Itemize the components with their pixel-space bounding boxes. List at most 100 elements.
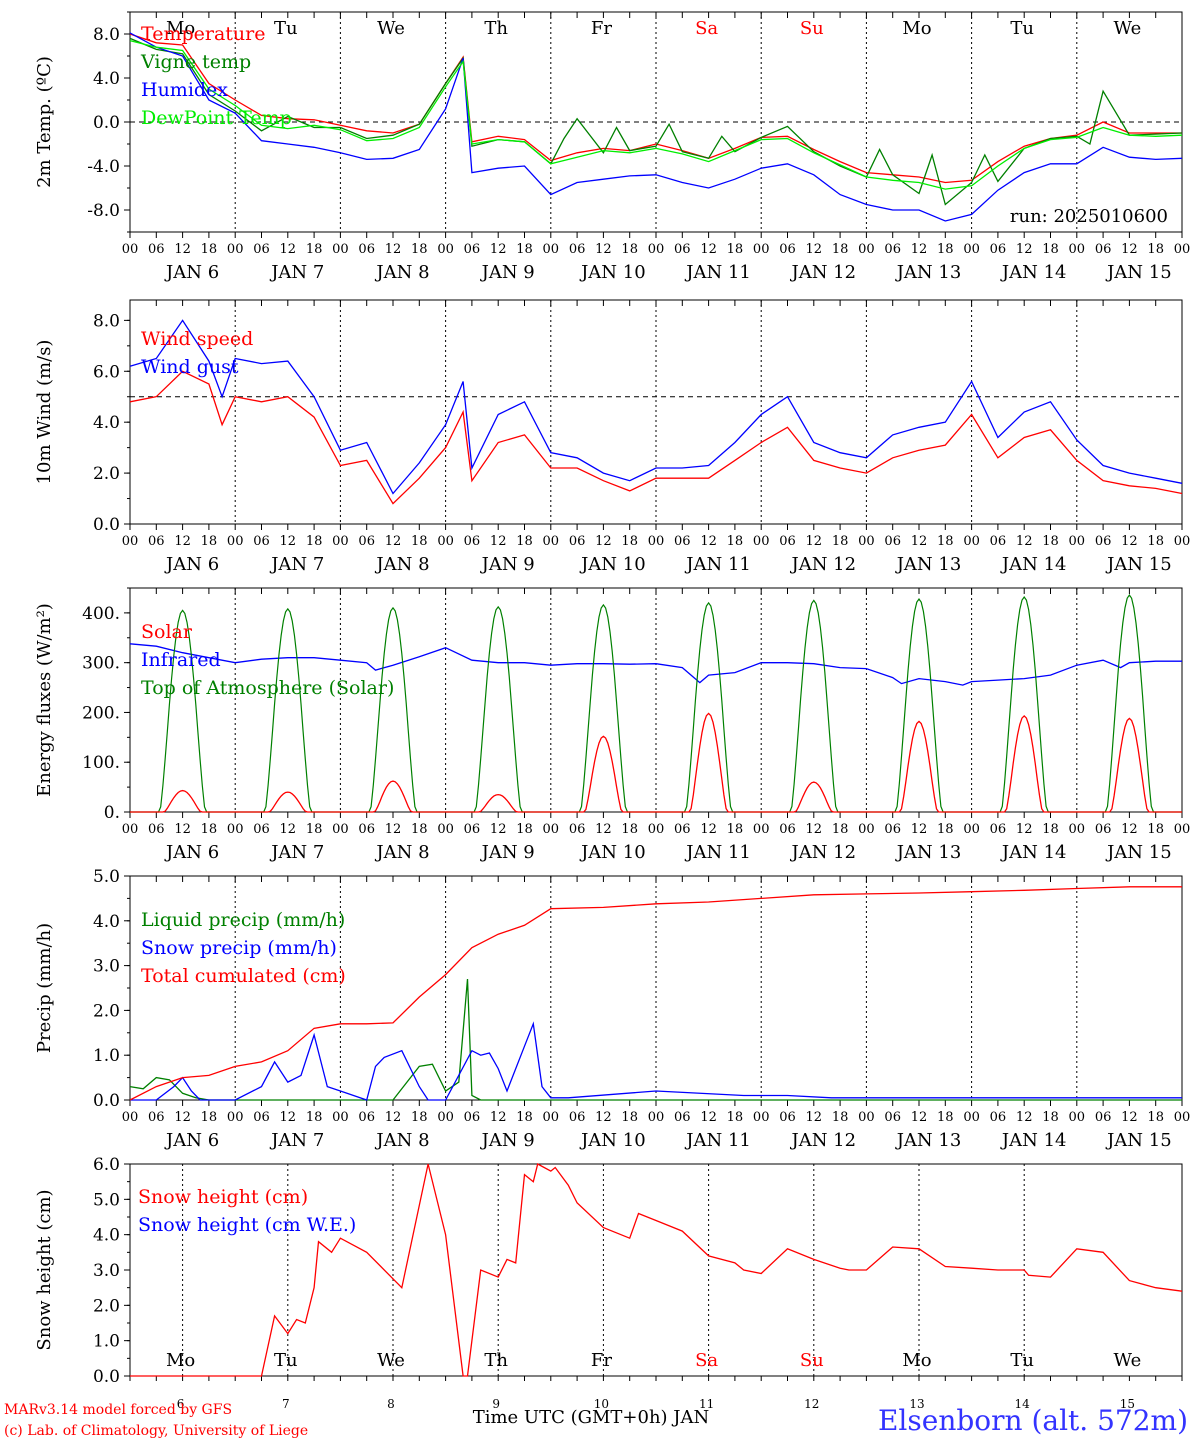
hour-tick-label: 00	[1174, 1110, 1191, 1125]
day-of-week-label: Mo	[166, 18, 195, 39]
hour-tick-label: 18	[621, 1110, 638, 1125]
y-tick-label: 300.	[82, 654, 120, 674]
hour-tick-label: 06	[779, 534, 796, 549]
hour-tick-label: 00	[437, 822, 454, 837]
series-solar	[130, 712, 1182, 813]
hour-tick-label: 18	[937, 242, 954, 257]
hour-tick-label: 18	[832, 534, 849, 549]
hour-tick-label: 12	[174, 822, 191, 837]
hour-tick-label: 06	[990, 534, 1007, 549]
series-snow-precip-mm-h-	[130, 1021, 1182, 1101]
legend-entry: Wind speed	[141, 328, 253, 350]
date-label: JAN 12	[790, 842, 857, 863]
day-number-label: 12	[804, 1397, 819, 1411]
hour-tick-label: 18	[727, 1110, 744, 1125]
series-infrared	[129, 643, 1182, 686]
hour-tick-label: 18	[621, 822, 638, 837]
date-label: JAN 11	[684, 262, 751, 283]
y-tick-label: 2.0	[93, 1296, 120, 1316]
day-of-week-label: Su	[800, 18, 824, 39]
hour-tick-label: 00	[227, 534, 244, 549]
day-of-week-label: Tu	[1010, 18, 1034, 39]
y-tick-label: 6.0	[93, 362, 120, 382]
date-label: JAN 8	[374, 842, 429, 863]
hour-tick-label: 18	[1147, 534, 1164, 549]
y-axis-label: Energy fluxes (W/m²)	[34, 603, 55, 797]
y-tick-label: 0.0	[93, 1091, 120, 1111]
date-label: JAN 15	[1105, 262, 1172, 283]
date-label: JAN 7	[269, 842, 324, 863]
hour-tick-label: 00	[963, 242, 980, 257]
hour-tick-label: 06	[148, 534, 165, 549]
hour-tick-label: 06	[990, 822, 1007, 837]
hour-tick-label: 06	[674, 534, 691, 549]
day-number-label: 10	[594, 1397, 609, 1411]
hour-tick-label: 06	[358, 822, 375, 837]
date-label: JAN 6	[164, 842, 219, 863]
hour-tick-label: 00	[858, 242, 875, 257]
day-number-label: 8	[387, 1397, 395, 1411]
hour-tick-label: 12	[595, 534, 612, 549]
hour-tick-label: 00	[227, 1110, 244, 1125]
date-label: JAN 9	[480, 262, 535, 283]
hour-tick-label: 00	[332, 822, 349, 837]
legend-entry: Total cumulated (cm)	[141, 965, 346, 987]
day-number-label: 9	[492, 1397, 500, 1411]
hour-tick-label: 00	[227, 822, 244, 837]
hour-tick-label: 18	[937, 534, 954, 549]
day-number-label: 14	[1015, 1397, 1031, 1411]
hour-tick-label: 00	[437, 242, 454, 257]
series-total-cumulated-cm-	[129, 886, 1182, 1101]
date-label: JAN 7	[269, 1130, 324, 1151]
day-number-label: 11	[699, 1397, 714, 1411]
y-tick-label: 1.0	[93, 1046, 120, 1066]
date-label: JAN 15	[1105, 554, 1172, 575]
day-of-week-label: Sa	[695, 18, 718, 39]
y-tick-label: 0.0	[93, 1367, 120, 1387]
hour-tick-label: 06	[253, 534, 270, 549]
hour-tick-label: 00	[648, 242, 665, 257]
y-tick-label: 4.0	[93, 413, 120, 433]
hour-tick-label: 12	[1121, 1110, 1138, 1125]
hour-tick-label: 12	[595, 1110, 612, 1125]
hour-tick-label: 18	[1042, 534, 1059, 549]
day-of-week-label: Fr	[591, 1350, 612, 1371]
hour-tick-label: 06	[779, 822, 796, 837]
hour-tick-label: 00	[963, 822, 980, 837]
hour-tick-label: 12	[806, 534, 823, 549]
hour-tick-label: 00	[122, 242, 139, 257]
day-of-week-label: Th	[484, 18, 508, 39]
date-label: JAN 12	[790, 554, 857, 575]
hour-tick-label: 06	[569, 1110, 586, 1125]
hour-tick-label: 06	[464, 822, 481, 837]
hour-tick-label: 18	[306, 1110, 323, 1125]
hour-tick-label: 18	[516, 242, 533, 257]
hour-tick-label: 12	[174, 242, 191, 257]
hour-tick-label: 00	[858, 534, 875, 549]
hour-tick-label: 18	[1147, 1110, 1164, 1125]
day-number-label: 7	[282, 1397, 290, 1411]
day-of-week-label: We	[1114, 18, 1142, 39]
y-tick-label: 4.0	[93, 1226, 120, 1246]
hour-tick-label: 18	[411, 242, 428, 257]
date-label: JAN 13	[895, 262, 962, 283]
date-label: JAN 14	[1000, 1130, 1067, 1151]
hour-tick-label: 06	[674, 242, 691, 257]
date-label: JAN 6	[164, 1130, 219, 1151]
hour-tick-label: 18	[1042, 1110, 1059, 1125]
date-label: JAN 10	[579, 554, 646, 575]
date-label: JAN 6	[164, 262, 219, 283]
hour-tick-label: 00	[122, 1110, 139, 1125]
series-temperature	[129, 33, 1182, 184]
hour-tick-label: 00	[332, 242, 349, 257]
hour-tick-label: 06	[358, 242, 375, 257]
legend-entry: Liquid precip (mm/h)	[141, 909, 345, 931]
legend-entry: Solar	[141, 621, 193, 643]
hour-tick-label: 00	[753, 1110, 770, 1125]
hour-tick-label: 06	[990, 242, 1007, 257]
hour-tick-label: 18	[201, 1110, 218, 1125]
hour-tick-label: 12	[174, 1110, 191, 1125]
hour-tick-label: 06	[779, 1110, 796, 1125]
hour-tick-label: 18	[201, 534, 218, 549]
hour-tick-label: 06	[358, 534, 375, 549]
